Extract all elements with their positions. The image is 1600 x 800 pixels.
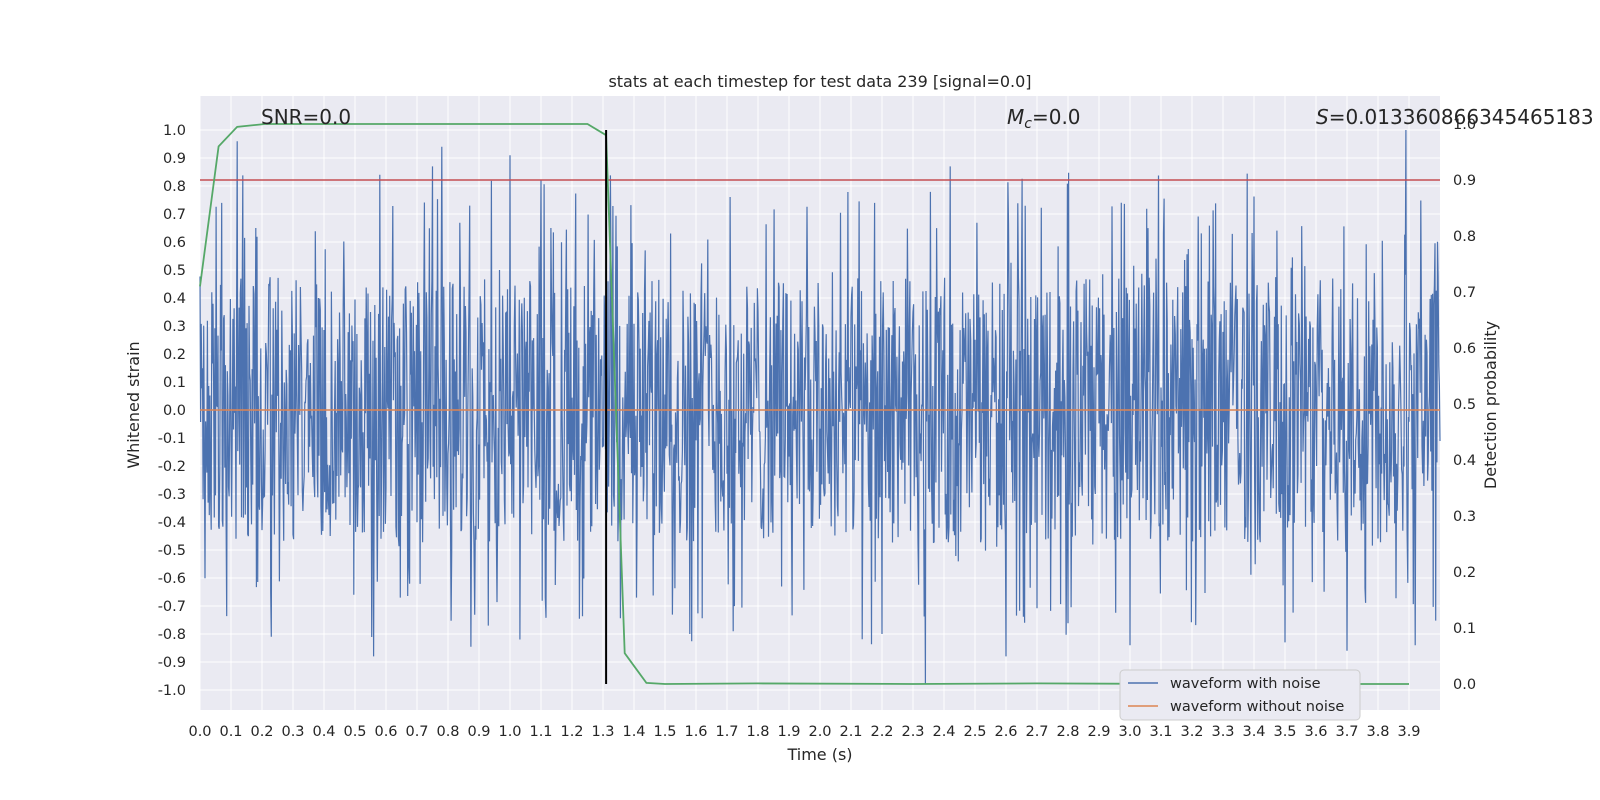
x-tick-label: 1.6 <box>684 724 707 740</box>
x-tick-label: 0.0 <box>188 724 211 740</box>
y2-tick-label: 1.0 <box>1453 117 1476 133</box>
y-tick-label: 0.3 <box>163 319 186 335</box>
x-tick-label: 2.7 <box>1025 724 1048 740</box>
x-tick-label: 2.9 <box>1087 724 1110 740</box>
legend-box <box>1119 669 1361 721</box>
y2-tick-label: 0.1 <box>1453 621 1476 637</box>
y-tick-label: 0.8 <box>163 179 186 195</box>
y-tick-label: 0.9 <box>163 151 186 167</box>
y2-tick-label: 0.0 <box>1453 677 1476 693</box>
x-tick-label: 1.8 <box>746 724 769 740</box>
y-tick-label: -0.2 <box>158 459 186 475</box>
chirp-mass-subscript: c <box>1024 116 1032 132</box>
chirp-mass-annotation: Mc=0.0 <box>1007 105 1081 132</box>
s-symbol: S <box>1316 105 1329 129</box>
x-tick-label: 1.7 <box>715 724 738 740</box>
y-tick-label: 0.1 <box>163 375 186 391</box>
x-tick-label: 1.1 <box>529 724 552 740</box>
y-tick-label: 0.7 <box>163 207 186 223</box>
y2-axis-ticks: 1.0 0.9 0.8 0.7 0.6 0.5 0.4 0.3 0.2 0.1 0.0 <box>1453 117 1476 693</box>
y-axis-ticks: 1.0 0.9 0.8 0.7 0.6 0.5 0.4 0.3 0.2 0.1 0.0 -0.1 -0.… <box>158 123 186 699</box>
x-tick-label: 3.2 <box>1180 724 1203 740</box>
x-tick-label: 2.0 <box>808 724 831 740</box>
y-tick-label: 0.2 <box>163 347 186 363</box>
x-tick-label: 0.9 <box>467 724 490 740</box>
y-tick-label: -0.8 <box>158 627 186 643</box>
y-tick-label: 0.6 <box>163 235 186 251</box>
x-tick-label: 2.5 <box>963 724 986 740</box>
x-tick-label: 1.3 <box>591 724 614 740</box>
y2-tick-label: 0.6 <box>1453 341 1476 357</box>
noisy-waveform-line <box>199 129 1441 685</box>
y-tick-label: 0.0 <box>163 403 186 419</box>
x-tick-label: 2.8 <box>1056 724 1079 740</box>
y-tick-label: 0.5 <box>163 263 186 279</box>
x-tick-label: 3.1 <box>1149 724 1172 740</box>
x-tick-label: 3.7 <box>1335 724 1358 740</box>
x-axis-ticks: 0.0 0.1 0.2 0.3 0.4 0.5 0.6 0.7 0.8 0.9 1.0 1.1 1.2 1… <box>188 724 1420 740</box>
x-tick-label: 3.9 <box>1397 724 1420 740</box>
x-tick-label: 0.3 <box>281 724 304 740</box>
x-tick-label: 1.9 <box>777 724 800 740</box>
x-tick-label: 3.4 <box>1242 724 1265 740</box>
x-tick-label: 3.6 <box>1304 724 1327 740</box>
x-tick-label: 0.5 <box>343 724 366 740</box>
y-tick-label: -1.0 <box>158 683 186 699</box>
x-tick-label: 3.5 <box>1273 724 1296 740</box>
x-tick-label: 2.4 <box>932 724 955 740</box>
x-tick-label: 2.3 <box>901 724 924 740</box>
legend-label-clean: waveform without noise <box>1170 699 1344 715</box>
y-tick-label: 0.4 <box>163 291 186 307</box>
x-tick-label: 1.0 <box>498 724 521 740</box>
y-tick-label: -0.3 <box>158 487 186 503</box>
y-axis-label: Whitened strain <box>124 341 143 468</box>
s-value: =0.013360866345465183 <box>1329 105 1594 129</box>
y-tick-label: -0.5 <box>158 543 186 559</box>
y-tick-label: -0.9 <box>158 655 186 671</box>
x-tick-label: 0.6 <box>374 724 397 740</box>
x-tick-label: 1.2 <box>560 724 583 740</box>
x-tick-label: 0.8 <box>436 724 459 740</box>
y-tick-label: -0.6 <box>158 571 186 587</box>
y2-tick-label: 0.7 <box>1453 285 1476 301</box>
x-tick-label: 3.3 <box>1211 724 1234 740</box>
x-tick-label: 3.8 <box>1366 724 1389 740</box>
x-axis-label: Time (s) <box>786 745 852 764</box>
legend-label-noisy: waveform with noise <box>1170 676 1321 692</box>
x-tick-label: 0.7 <box>405 724 428 740</box>
noisy-waveform-series <box>199 129 1441 685</box>
y-tick-label: 1.0 <box>163 123 186 139</box>
y-tick-label: -0.4 <box>158 515 186 531</box>
x-tick-label: 2.2 <box>870 724 893 740</box>
y-tick-label: -0.7 <box>158 599 186 615</box>
chirp-mass-value: =0.0 <box>1032 105 1081 129</box>
snr-annotation: SNR=0.0 <box>261 105 351 129</box>
legend: waveform with noise waveform without noi… <box>1119 669 1361 721</box>
y2-tick-label: 0.8 <box>1453 229 1476 245</box>
x-tick-label: 1.4 <box>622 724 645 740</box>
y2-tick-label: 0.4 <box>1453 453 1476 469</box>
chart-title: stats at each timestep for test data 239… <box>608 72 1031 91</box>
s-annotation: S=0.013360866345465183 <box>1316 105 1594 129</box>
y2-tick-label: 0.5 <box>1453 397 1476 413</box>
y2-tick-label: 0.3 <box>1453 509 1476 525</box>
x-tick-label: 0.1 <box>219 724 242 740</box>
x-tick-label: 2.1 <box>839 724 862 740</box>
y-tick-label: -0.1 <box>158 431 186 447</box>
x-tick-label: 0.4 <box>312 724 335 740</box>
y2-tick-label: 0.2 <box>1453 565 1476 581</box>
x-tick-label: 2.6 <box>994 724 1017 740</box>
y2-tick-label: 0.9 <box>1453 173 1476 189</box>
x-tick-label: 1.5 <box>653 724 676 740</box>
y2-axis-label: Detection probability <box>1481 321 1500 489</box>
x-tick-label: 0.2 <box>250 724 273 740</box>
x-tick-label: 3.0 <box>1118 724 1141 740</box>
chirp-mass-symbol: M <box>1007 105 1024 129</box>
